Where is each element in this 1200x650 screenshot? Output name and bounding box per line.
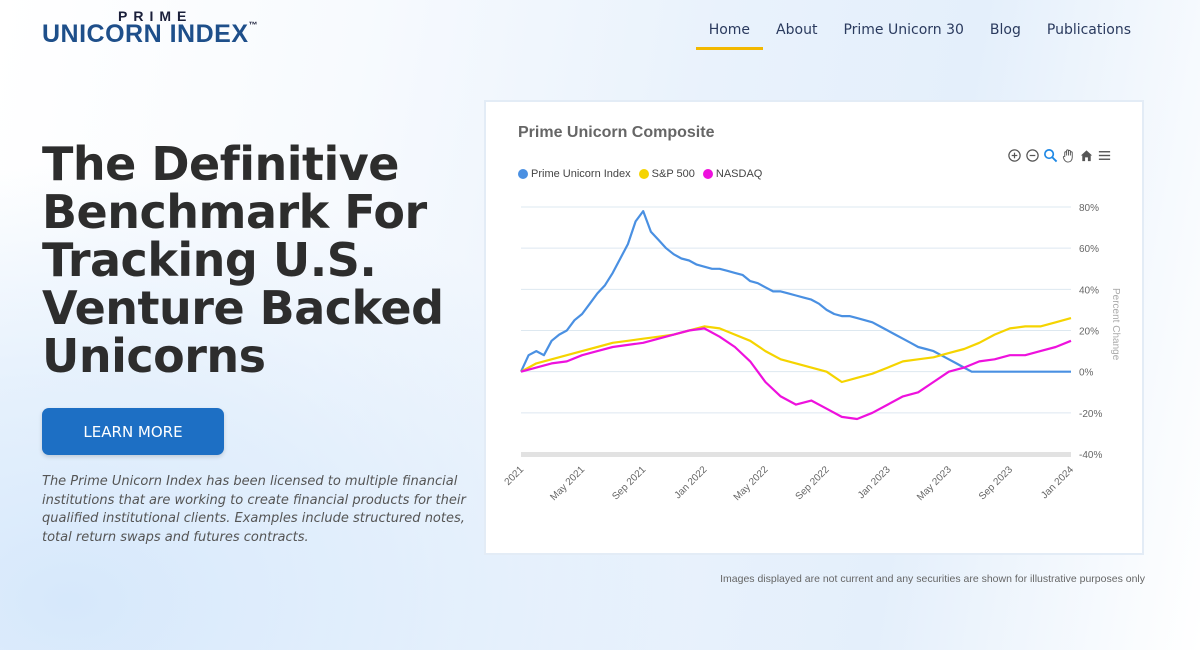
y-tick-label: -20% — [1079, 409, 1102, 420]
chart-legend: Prime Unicorn Index S&P 500 NASDAQ — [518, 168, 762, 180]
y-tick-label: 40% — [1079, 285, 1099, 296]
hero-description: The Prime Unicorn Index has been license… — [42, 474, 466, 545]
x-axis-scrollbar — [521, 452, 1071, 457]
legend-item-prime-unicorn-index[interactable]: Prime Unicorn Index — [518, 168, 631, 180]
y-tick-label: -40% — [1079, 450, 1102, 461]
logo[interactable]: PRIME UNICORN INDEX™ — [42, 8, 302, 48]
y-tick-label: 0% — [1079, 368, 1094, 379]
series-line-2 — [520, 327, 1072, 421]
nav-blog[interactable]: Blog — [989, 22, 1021, 38]
zoom-out-icon[interactable] — [1025, 148, 1040, 163]
logo-prime-text: PRIME — [118, 8, 193, 24]
y-tick-label: 60% — [1079, 244, 1099, 255]
x-tick-label: Sep 2023 — [977, 464, 1015, 502]
series-line-1 — [520, 317, 1072, 384]
chart-title: Prime Unicorn Composite — [518, 124, 715, 141]
legend-dot-icon — [518, 169, 528, 179]
legend-label: NASDAQ — [715, 168, 763, 180]
legend-dot-icon — [702, 169, 713, 179]
nav-publications[interactable]: Publications — [1046, 22, 1131, 38]
nav-prime-unicorn-30[interactable]: Prime Unicorn 30 — [843, 22, 964, 38]
logo-main-label: UNICORN INDEX — [42, 20, 249, 48]
x-tick-label: Jan 2023 — [856, 464, 893, 501]
y-tick-label: 20% — [1079, 327, 1099, 338]
chart-plot-area[interactable]: 80% 60% 40% 20% 0% -20% -40% Percent Change 2021… — [486, 102, 1142, 553]
x-tick-label: 2021 — [503, 464, 527, 488]
x-tick-label: Jan 2022 — [673, 464, 710, 501]
legend-dot-icon — [638, 169, 649, 179]
pan-hand-icon[interactable] — [1061, 148, 1076, 163]
x-tick-label: Sep 2022 — [794, 464, 832, 502]
nav-about[interactable]: About — [776, 22, 818, 38]
hero-title: The Definitive Benchmark For Tracking U.… — [42, 137, 444, 383]
nav-home[interactable]: Home — [695, 20, 764, 50]
x-tick-label: May 2021 — [548, 464, 587, 503]
menu-icon[interactable] — [1097, 148, 1112, 163]
chart-toolbar — [1007, 148, 1112, 163]
disclaimer-text: Images displayed are not current and any… — [720, 573, 1145, 585]
legend-item-sp500[interactable]: S&P 500 — [638, 168, 695, 180]
x-tick-label: Jan 2024 — [1039, 464, 1076, 501]
zoom-in-icon[interactable] — [1007, 148, 1022, 163]
chart-card: Prime Unicorn Composite Prime Unicorn In… — [484, 100, 1144, 555]
series-line-0 — [520, 209, 1071, 373]
x-tick-label: Sep 2021 — [610, 464, 648, 502]
learn-more-button[interactable]: LEARN MORE — [42, 408, 224, 455]
x-tick-label: May 2022 — [732, 464, 771, 503]
legend-label: Prime Unicorn Index — [531, 168, 631, 180]
legend-label: S&P 500 — [651, 168, 695, 180]
main-nav: Home About Prime Unicorn 30 Blog Publica… — [695, 20, 1144, 50]
y-axis-label: Percent Change — [1110, 288, 1121, 361]
logo-unicorn-index-text: UNICORN INDEX™ — [42, 20, 258, 49]
trademark-symbol: ™ — [248, 20, 259, 30]
y-tick-label: 80% — [1079, 203, 1099, 214]
legend-item-nasdaq[interactable]: NASDAQ — [702, 168, 763, 180]
magnifier-icon[interactable] — [1043, 148, 1058, 163]
home-icon[interactable] — [1079, 148, 1094, 163]
x-tick-label: May 2023 — [915, 464, 954, 503]
